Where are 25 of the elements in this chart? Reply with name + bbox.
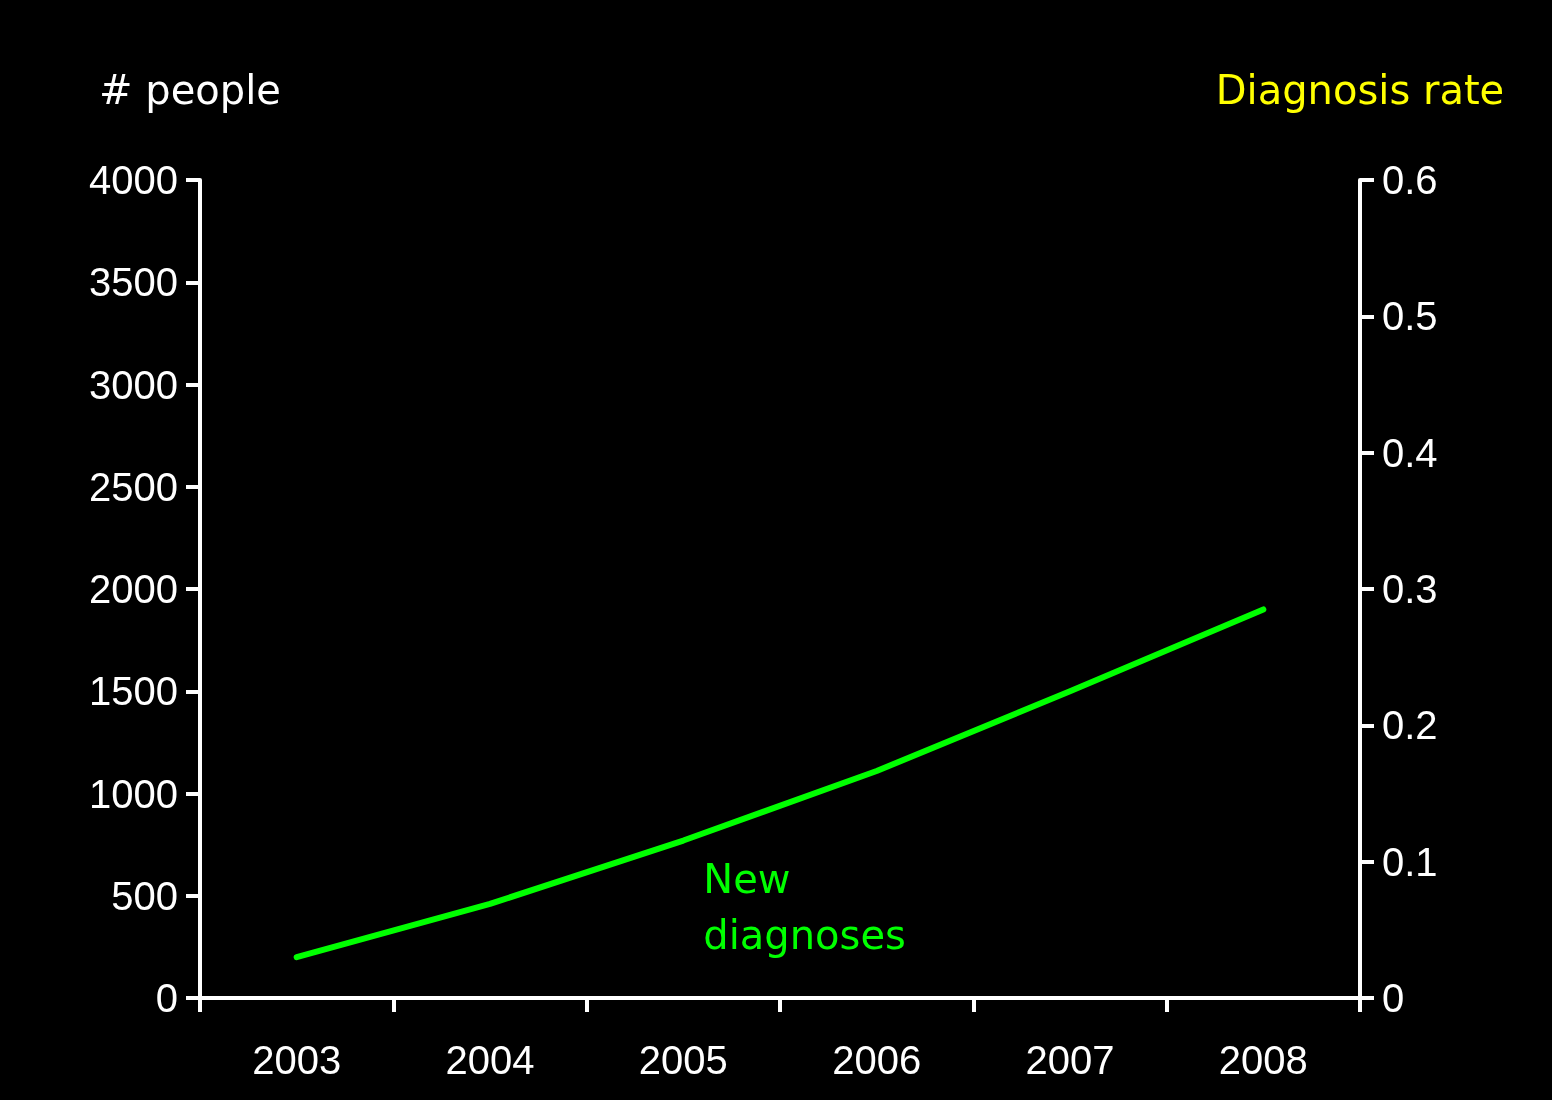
y2-tick-label: 0.2 — [1382, 703, 1438, 748]
x-tick-label: 2006 — [832, 1038, 922, 1082]
x-tick-label: 2008 — [1218, 1038, 1308, 1082]
y-tick-label: 0 — [155, 976, 178, 1020]
y-tick-label: 1000 — [89, 771, 178, 816]
y-axis-title: # people — [99, 67, 281, 113]
x-tick-label: 2003 — [252, 1038, 342, 1082]
series-label: New diagnoses — [703, 855, 906, 958]
y-tick-label: 1500 — [89, 669, 178, 714]
y2-tick-label: 0.1 — [1382, 839, 1438, 884]
x-tick-label: 2004 — [445, 1038, 535, 1082]
y2-tick-label: 0 — [1382, 976, 1405, 1020]
y-tick-label: 3000 — [89, 362, 178, 407]
y2-tick-label: 0.6 — [1382, 158, 1438, 202]
x-tick-label: 2007 — [1025, 1038, 1115, 1082]
y-tick-label: 2000 — [89, 567, 178, 611]
y-tick-label: 4000 — [89, 158, 178, 202]
y2-tick-label: 0.4 — [1382, 430, 1438, 475]
y2-tick-label: 0.5 — [1382, 294, 1438, 339]
y-tick-label: 3500 — [89, 260, 178, 305]
y2-tick-label: 0.3 — [1382, 567, 1438, 611]
x-tick-label: 2005 — [638, 1038, 728, 1082]
y-tick-label: 500 — [111, 873, 178, 918]
y2-axis-title: Diagnosis rate — [1215, 67, 1505, 113]
y-tick-label: 2500 — [89, 464, 178, 509]
